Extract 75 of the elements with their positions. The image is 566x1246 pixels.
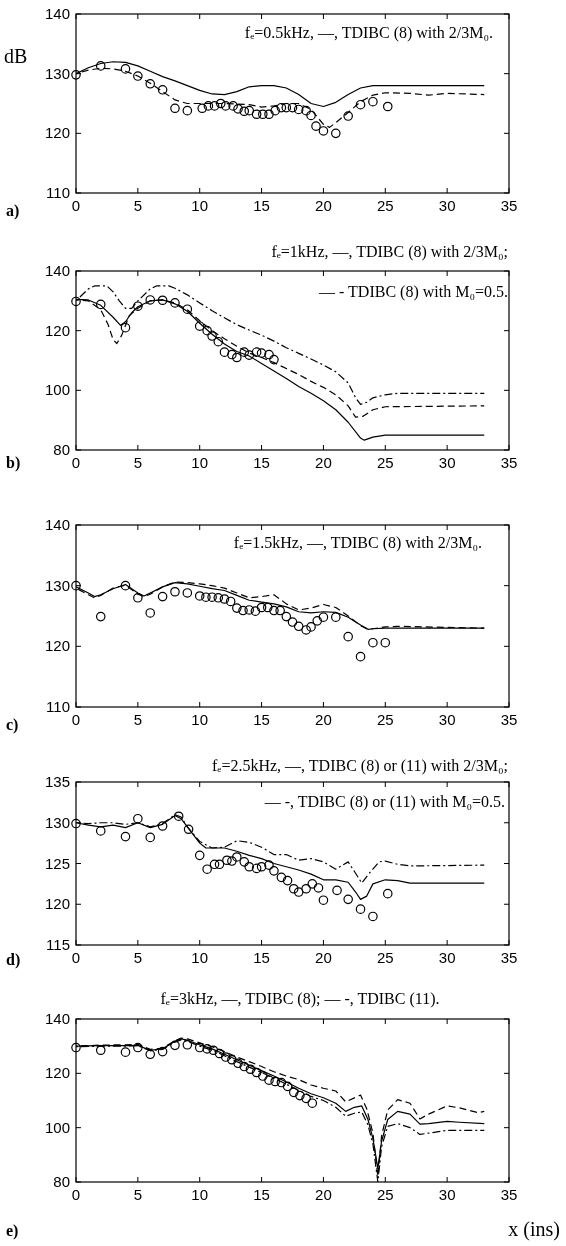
x-tick-label: 35 <box>500 711 518 728</box>
x-tick-label: 0 <box>71 711 81 728</box>
x-tick-label: 0 <box>71 949 81 966</box>
y-tick-label: 120 <box>44 895 70 913</box>
x-tick-label: 35 <box>500 949 518 966</box>
y-tick-label: 120 <box>44 321 70 339</box>
y-tick-label: 120 <box>44 1064 70 1082</box>
x-tick-label: 10 <box>191 454 209 471</box>
x-tick-label: 20 <box>315 454 332 471</box>
x-tick-label: 35 <box>500 454 518 471</box>
y-tick-label: 140 <box>44 262 70 279</box>
x-tick-label: 5 <box>133 711 143 728</box>
x-tick-label: 5 <box>133 949 143 966</box>
x-tick-label: 15 <box>253 454 270 471</box>
x-tick-label: 35 <box>500 197 518 214</box>
x-tick-label: 25 <box>376 711 394 728</box>
x-tick-label: 5 <box>133 197 143 214</box>
x-tick-label: 30 <box>438 711 456 728</box>
y-tick-label: 110 <box>46 184 70 201</box>
y-tick-label: 120 <box>44 124 70 142</box>
text: b) <box>6 454 21 472</box>
x-tick-label: 15 <box>253 711 270 728</box>
y-tick-label: 130 <box>44 64 70 82</box>
x-tick-label: 25 <box>376 1186 394 1203</box>
chart-title: fₑ=1kHz, —, TDIBC (8) with 2/3M₀; <box>271 243 508 261</box>
y-axis-title: dB <box>4 45 28 67</box>
x-tick-label: 10 <box>191 197 209 214</box>
y-tick-label: 120 <box>44 637 70 655</box>
x-tick-label: 35 <box>500 1186 518 1203</box>
y-tick-label: 135 <box>44 773 70 790</box>
text: e) <box>6 1222 19 1240</box>
x-tick-label: 5 <box>133 1186 143 1203</box>
x-tick-label: 0 <box>71 197 81 214</box>
text: a) <box>6 202 20 220</box>
text: d) <box>6 951 21 969</box>
y-tick-label: 80 <box>53 441 70 458</box>
x-tick-label: 10 <box>191 1186 209 1203</box>
x-axis-title: x (ins) <box>508 1218 560 1241</box>
x-tick-label: 30 <box>438 454 456 471</box>
x-tick-label: 20 <box>315 197 332 214</box>
text: fₑ=1.5kHz, —, TDIBC (8) with 2/3M₀. <box>233 534 482 552</box>
x-tick-label: 20 <box>315 1186 332 1203</box>
y-tick-label: 110 <box>46 698 70 715</box>
x-tick-label: 25 <box>376 949 394 966</box>
y-tick-label: 140 <box>44 5 70 22</box>
y-tick-label: 115 <box>46 936 70 953</box>
chart-title: fₑ=3kHz, —, TDIBC (8); — -, TDIBC (11). <box>160 990 440 1008</box>
x-tick-label: 0 <box>71 1186 81 1203</box>
chart-title: fₑ=2.5kHz, —, TDIBC (8) or (11) with 2/3M₀; <box>211 757 508 775</box>
y-tick-label: 130 <box>44 813 70 831</box>
x-tick-label: 15 <box>253 197 270 214</box>
y-tick-label: 100 <box>44 381 70 399</box>
x-tick-label: 15 <box>253 949 270 966</box>
x-tick-label: 25 <box>376 454 394 471</box>
y-tick-label: 140 <box>44 516 70 533</box>
x-tick-label: 30 <box>438 197 456 214</box>
text: c) <box>6 716 19 734</box>
y-tick-label: 125 <box>44 854 70 872</box>
text: fₑ=0.5kHz, —, TDIBC (8) with 2/3M₀. <box>244 24 493 42</box>
y-tick-label: 100 <box>44 1118 70 1136</box>
x-tick-label: 10 <box>191 949 209 966</box>
annotation: — -, TDIBC (8) or (11) with M₀=0.5. <box>263 793 505 811</box>
x-tick-label: 10 <box>191 711 209 728</box>
x-tick-label: 5 <box>133 454 143 471</box>
x-tick-label: 20 <box>315 711 332 728</box>
y-tick-label: 130 <box>44 576 70 594</box>
x-tick-label: 25 <box>376 197 394 214</box>
y-tick-label: 140 <box>44 1010 70 1027</box>
x-tick-label: 30 <box>438 949 456 966</box>
x-tick-label: 30 <box>438 1186 456 1203</box>
x-tick-label: 0 <box>71 454 81 471</box>
x-tick-label: 15 <box>253 1186 270 1203</box>
annotation: — - TDIBC (8) with M₀=0.5. <box>318 283 508 301</box>
y-tick-label: 80 <box>53 1173 70 1190</box>
x-tick-label: 20 <box>315 949 332 966</box>
